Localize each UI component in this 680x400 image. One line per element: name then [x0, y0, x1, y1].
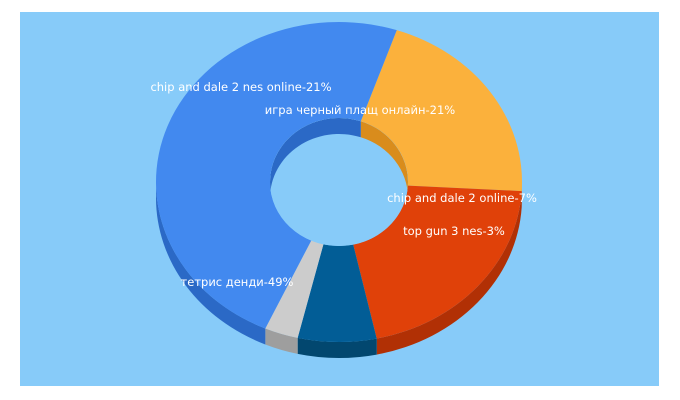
- slice-label: chip and dale 2 online-7%: [387, 191, 537, 205]
- slice-sides: [156, 182, 522, 358]
- slice-label: игра черный плащ онлайн-21%: [265, 103, 456, 117]
- slice-side: [156, 182, 266, 345]
- donut-chart: chip and dale 2 nes online-21% игра черны…: [150, 21, 537, 358]
- slice-inner-wall: [360, 121, 408, 198]
- slice-label: тетрис денди-49%: [181, 275, 294, 289]
- slice-inner-wall: [270, 118, 361, 198]
- donut-hole: [270, 118, 408, 246]
- slice-side: [376, 191, 522, 355]
- slice-label: top gun 3 nes-3%: [403, 224, 505, 238]
- slice-side: [297, 337, 377, 358]
- slice-top[interactable]: [265, 240, 324, 338]
- slice-top[interactable]: [360, 30, 522, 192]
- slice-label: chip and dale 2 nes online-21%: [150, 80, 331, 94]
- slice-top[interactable]: [297, 244, 377, 342]
- slice-top[interactable]: [155, 21, 397, 329]
- slice-labels: chip and dale 2 nes online-21% игра черны…: [150, 80, 537, 289]
- slice-tops: [155, 21, 522, 342]
- slice-side: [265, 328, 298, 354]
- chart-panel: chip and dale 2 nes online-21% игра черны…: [20, 12, 659, 386]
- hole-background: [270, 118, 408, 246]
- slice-top[interactable]: [353, 185, 522, 339]
